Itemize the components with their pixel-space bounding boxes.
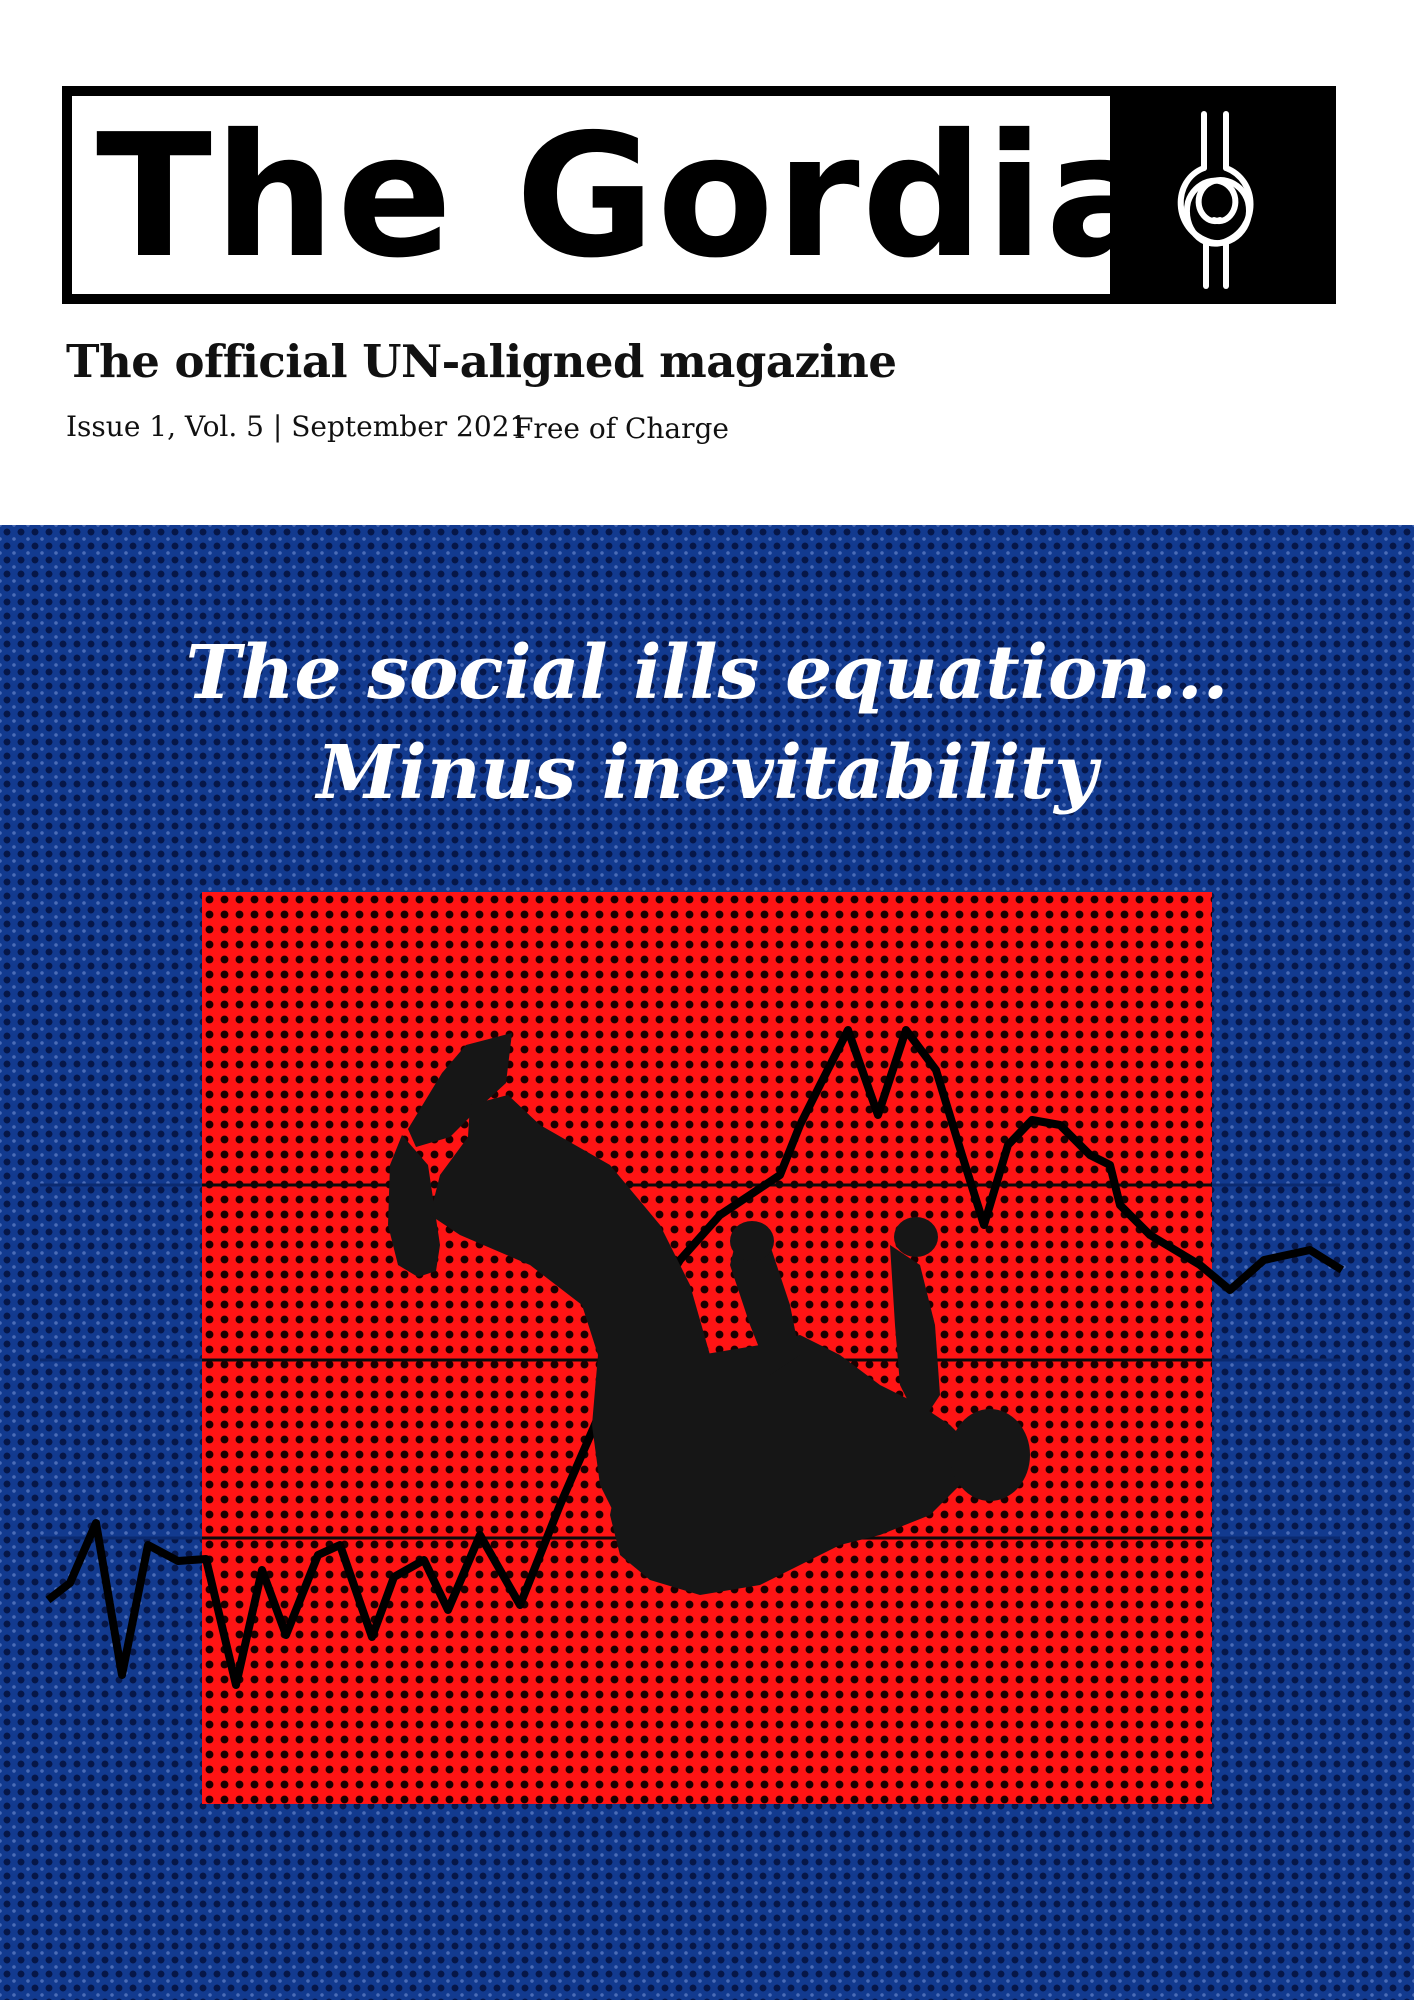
price-label: Free of Charge [514, 412, 730, 445]
magazine-subtitle: The official UN-aligned magazine [66, 335, 897, 388]
masthead: The Gordian [62, 86, 1336, 304]
cover-illustration: The social ills equation... Minus inevit… [0, 525, 1414, 2000]
issue-info: Issue 1, Vol. 5 | September 2021 [66, 410, 528, 443]
trend-line [45, 1026, 1345, 1689]
masthead-title: The Gordian [96, 98, 1286, 296]
falling-person [388, 1033, 1030, 1595]
chart-graphic [40, 1026, 1345, 1689]
logo-block [1110, 96, 1326, 294]
cover-headline-line1: The social ills equation... [185, 630, 1229, 716]
knot-icon [1177, 111, 1254, 289]
red-panel [202, 892, 1212, 1804]
cover-headline-line2: Minus inevitability [316, 730, 1098, 816]
